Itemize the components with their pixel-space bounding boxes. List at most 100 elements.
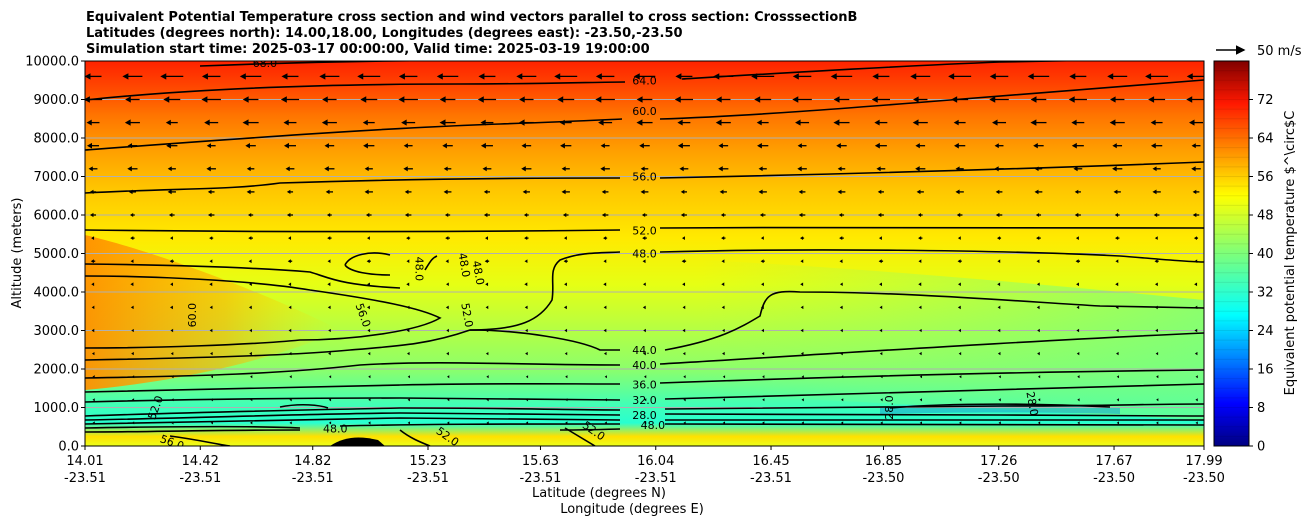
wind-vector <box>644 375 647 379</box>
contour-label-text: 44.0 <box>632 344 657 357</box>
wind-vector <box>165 119 178 126</box>
wind-vector <box>837 166 846 172</box>
wind-vector-head <box>1074 189 1079 195</box>
wind-vector <box>721 259 725 264</box>
wind-vector-head <box>839 236 843 241</box>
wind-vector-head <box>242 96 249 103</box>
wind-vector <box>760 305 764 310</box>
wind-vector-head <box>1154 305 1158 310</box>
wind-vector <box>636 96 653 103</box>
wind-vector <box>762 375 765 379</box>
wind-vector <box>1194 305 1198 310</box>
wind-vector-head <box>204 119 210 126</box>
wind-vector <box>995 212 1003 218</box>
wind-vector-head <box>85 96 90 103</box>
wind-vector <box>1069 73 1087 80</box>
wind-vector <box>1145 73 1169 80</box>
wind-vector-head <box>840 421 844 425</box>
wind-vector-head <box>757 142 762 149</box>
wind-vector <box>919 421 922 425</box>
wind-vector <box>367 236 370 240</box>
wind-vector <box>677 119 691 126</box>
wind-vector <box>800 236 805 240</box>
wind-vector <box>131 398 135 402</box>
x-tick-label-lat: 17.99 <box>1185 454 1222 469</box>
wind-vector <box>880 398 883 402</box>
wind-vector <box>682 328 686 333</box>
wind-vector-head <box>762 421 765 425</box>
wind-vector <box>1112 166 1123 172</box>
wind-vector-head <box>565 375 568 379</box>
wind-vector <box>800 351 804 356</box>
wind-vector <box>801 421 804 425</box>
x-tick-label-lat: 17.67 <box>1095 454 1132 469</box>
chart-title-line-1: Equivalent Potential Temperature cross s… <box>86 10 857 25</box>
wind-vector <box>363 142 375 149</box>
wind-vector <box>360 96 378 103</box>
wind-vector <box>641 212 648 218</box>
wind-vector <box>1155 328 1158 333</box>
colorbar-tick-label: 32 <box>1257 286 1274 301</box>
wind-vector-head <box>1156 375 1159 379</box>
wind-vector-head <box>523 213 528 217</box>
wind-vector-head <box>1077 398 1080 402</box>
wind-vector <box>1037 351 1040 356</box>
contour-label-text: 28.0 <box>1023 391 1040 417</box>
wind-vector <box>1154 236 1158 240</box>
wind-vector <box>1109 96 1125 103</box>
wind-vector <box>1192 212 1200 218</box>
wind-vector <box>1115 305 1119 310</box>
contour-48-main <box>85 249 1204 289</box>
wind-vector <box>957 236 961 240</box>
wind-vector-head <box>1033 143 1038 149</box>
wind-vector-head <box>407 351 410 356</box>
wind-vector-head <box>760 259 764 264</box>
wind-vector <box>643 421 647 425</box>
contour-lowlevel-1 <box>85 412 1204 421</box>
wind-vector <box>953 119 966 126</box>
wind-vector <box>127 143 138 149</box>
wind-vector-head <box>604 375 607 379</box>
wind-vector <box>406 282 410 287</box>
wind-vector-head <box>1034 166 1039 172</box>
contour-label: 40.0 <box>632 359 657 372</box>
wind-vector <box>445 305 449 310</box>
wind-vector <box>642 236 647 241</box>
wind-vector <box>719 189 727 195</box>
contour-label-text: 52.0 <box>458 302 475 328</box>
wind-vector-head <box>1116 398 1119 402</box>
wind-vector-head <box>677 142 683 149</box>
wind-vector-head <box>715 119 722 126</box>
wind-vector <box>248 236 253 241</box>
wind-vector <box>1115 236 1120 241</box>
wind-vector <box>713 73 734 80</box>
wind-vector-head <box>564 282 567 287</box>
contour-48-loop <box>344 252 438 276</box>
y-tick-label: 8000.0 <box>34 132 80 147</box>
wind-vector-head <box>681 259 685 264</box>
wind-vector-head <box>281 73 288 80</box>
wind-vector <box>560 142 572 149</box>
wind-vector-head <box>1116 421 1119 425</box>
wind-vector-head <box>1150 142 1156 149</box>
grid-lines <box>85 99 1204 408</box>
wind-vector <box>840 328 843 333</box>
wind-vector-head <box>682 328 686 333</box>
x-axis: 14.01 -23.51 14.42 -23.51 14.82 -23.51 15.23 -2… <box>64 446 1225 486</box>
contour-label-text: 28.0 <box>632 409 657 422</box>
wind-vector-head <box>636 119 643 126</box>
wind-vector <box>1034 189 1043 195</box>
wind-vector <box>879 351 883 356</box>
wind-vector-head <box>682 351 686 356</box>
wind-vector <box>917 213 923 217</box>
y-tick-label: 9000.0 <box>34 93 80 108</box>
wind-vector <box>328 328 331 333</box>
wind-vector-head <box>954 142 959 149</box>
wind-vector <box>367 328 371 333</box>
wind-vector-head <box>915 143 920 149</box>
wind-vector <box>643 328 646 333</box>
wind-vector <box>446 328 449 333</box>
wind-vector <box>951 96 969 103</box>
wind-vector <box>250 375 253 379</box>
x-tick-label-lon: -23.50 <box>1093 471 1135 486</box>
